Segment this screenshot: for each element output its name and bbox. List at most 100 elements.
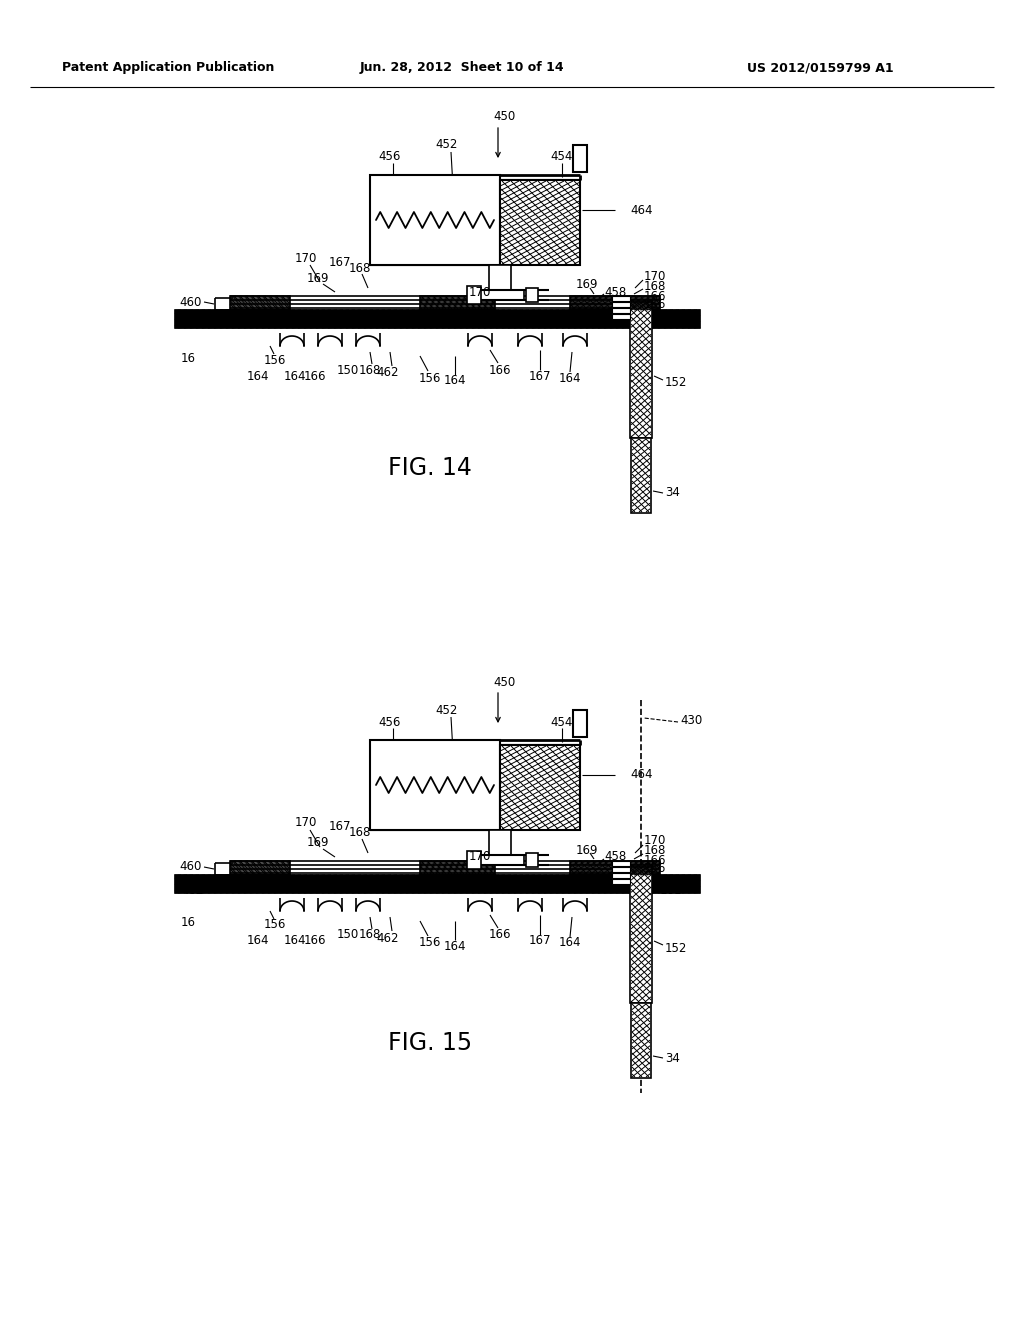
- Text: 464: 464: [630, 768, 652, 781]
- Bar: [612, 873, 630, 878]
- Text: 460: 460: [179, 296, 202, 309]
- Text: 170: 170: [295, 252, 317, 264]
- Text: 170: 170: [644, 834, 667, 847]
- Text: 161: 161: [660, 883, 683, 896]
- Text: 150: 150: [337, 363, 359, 376]
- Text: 164: 164: [559, 371, 582, 384]
- Text: 169: 169: [575, 279, 598, 292]
- Text: 166: 166: [304, 935, 327, 948]
- Bar: [420, 861, 495, 875]
- Bar: [175, 875, 700, 894]
- Text: 450: 450: [494, 111, 516, 124]
- Text: 170: 170: [644, 269, 667, 282]
- Bar: [612, 867, 630, 873]
- Text: 34: 34: [665, 487, 680, 499]
- Bar: [476, 290, 524, 300]
- Bar: [489, 830, 511, 863]
- Bar: [573, 710, 587, 737]
- Text: 164: 164: [559, 936, 582, 949]
- Text: 164: 164: [443, 375, 466, 388]
- Bar: [526, 288, 538, 302]
- Text: 156: 156: [264, 919, 286, 932]
- Bar: [420, 296, 495, 310]
- Text: 462: 462: [377, 932, 399, 945]
- Text: 156: 156: [644, 862, 667, 875]
- Text: 16: 16: [180, 916, 196, 929]
- Text: 458: 458: [604, 285, 627, 298]
- Text: 166: 166: [488, 928, 511, 941]
- Text: 462: 462: [181, 883, 204, 896]
- Text: 452: 452: [436, 704, 458, 717]
- Text: 464: 464: [630, 203, 652, 216]
- Text: 462: 462: [377, 367, 399, 380]
- Text: Jun. 28, 2012  Sheet 10 of 14: Jun. 28, 2012 Sheet 10 of 14: [359, 62, 564, 74]
- Bar: [612, 879, 630, 884]
- Bar: [370, 741, 500, 830]
- Text: 169: 169: [307, 272, 330, 285]
- Bar: [612, 296, 630, 301]
- Text: 152: 152: [665, 376, 687, 389]
- Bar: [175, 310, 700, 327]
- Text: FIG. 14: FIG. 14: [388, 455, 472, 480]
- Text: 164: 164: [284, 370, 306, 383]
- Text: 168: 168: [644, 280, 667, 293]
- Text: 164: 164: [284, 935, 306, 948]
- Bar: [612, 314, 630, 319]
- Bar: [570, 296, 660, 310]
- Text: 168: 168: [358, 363, 381, 376]
- Text: 167: 167: [528, 935, 551, 948]
- Text: 462: 462: [181, 318, 204, 331]
- Text: 166: 166: [304, 370, 327, 383]
- Text: 150: 150: [337, 928, 359, 941]
- Text: 170: 170: [295, 817, 317, 829]
- Text: 170: 170: [469, 285, 492, 298]
- Text: 156: 156: [644, 297, 667, 310]
- Text: 454: 454: [551, 150, 573, 164]
- Bar: [230, 296, 290, 310]
- Text: 169: 169: [575, 843, 598, 857]
- Text: 170: 170: [469, 850, 492, 863]
- Text: 166: 166: [488, 363, 511, 376]
- Text: FIG. 15: FIG. 15: [388, 1031, 472, 1055]
- Bar: [467, 286, 481, 304]
- Text: 167: 167: [528, 370, 551, 383]
- Bar: [631, 1003, 651, 1078]
- Text: 168: 168: [644, 845, 667, 858]
- Bar: [612, 308, 630, 313]
- Text: 454: 454: [551, 715, 573, 729]
- Text: 168: 168: [349, 826, 371, 840]
- Text: 164: 164: [247, 370, 269, 383]
- Text: 460: 460: [179, 861, 202, 874]
- Bar: [570, 861, 660, 875]
- Bar: [476, 855, 524, 865]
- Bar: [526, 853, 538, 867]
- Bar: [370, 176, 500, 265]
- Text: 16: 16: [180, 351, 196, 364]
- Text: 164: 164: [443, 940, 466, 953]
- Bar: [573, 145, 587, 172]
- Text: 167: 167: [329, 821, 351, 833]
- Bar: [467, 851, 481, 869]
- Bar: [630, 867, 652, 1003]
- Bar: [500, 180, 580, 265]
- Bar: [612, 302, 630, 308]
- Bar: [230, 861, 290, 875]
- Text: 34: 34: [665, 1052, 680, 1064]
- Text: 166: 166: [644, 854, 667, 867]
- Text: 169: 169: [307, 837, 330, 850]
- Text: 156: 156: [419, 371, 441, 384]
- Text: 456: 456: [379, 150, 401, 164]
- Text: 156: 156: [264, 354, 286, 367]
- Bar: [631, 438, 651, 513]
- Text: 152: 152: [665, 941, 687, 954]
- Text: 430: 430: [680, 714, 702, 726]
- Text: 164: 164: [247, 935, 269, 948]
- Text: 168: 168: [358, 928, 381, 941]
- Text: 168: 168: [349, 261, 371, 275]
- Text: 166: 166: [644, 289, 667, 302]
- Text: 458: 458: [604, 850, 627, 863]
- Text: 450: 450: [494, 676, 516, 689]
- Bar: [500, 744, 580, 830]
- Text: Patent Application Publication: Patent Application Publication: [61, 62, 274, 74]
- Text: 456: 456: [379, 715, 401, 729]
